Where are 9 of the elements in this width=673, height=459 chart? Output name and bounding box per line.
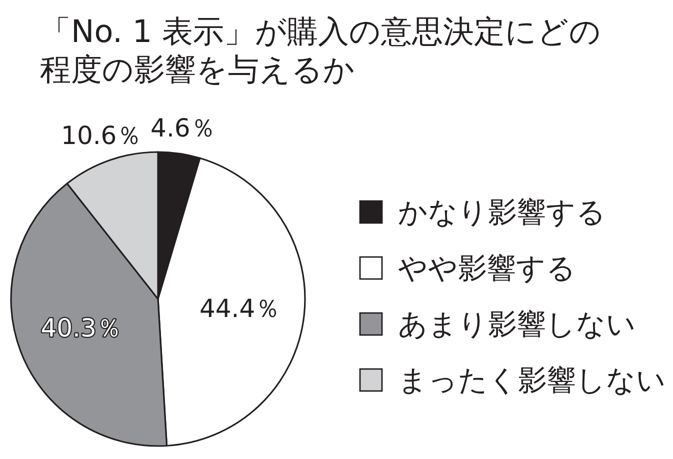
legend-label: かなり影響する (398, 195, 606, 229)
legend-label: まったく影響しない (398, 363, 666, 397)
data-label: 4.6％ (150, 113, 216, 142)
data-label: 44.4％ (199, 294, 280, 323)
data-label: 40.3％ (40, 314, 122, 343)
data-label: 10.6％ (61, 121, 142, 150)
legend-label: やや影響する (398, 251, 576, 285)
legend-label: あまり影響しない (398, 307, 636, 341)
chart-title: 「No. 1 表示」が購入の意思決定にどの程度の影響を与えるか (40, 14, 601, 88)
